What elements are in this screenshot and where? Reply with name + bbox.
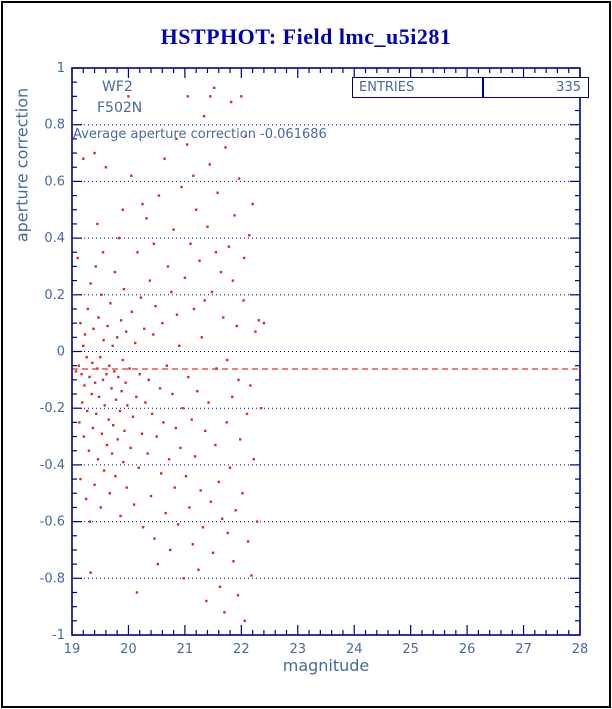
stats-entries-label: ENTRIES (359, 80, 415, 95)
svg-text:22: 22 (233, 642, 250, 657)
svg-text:23: 23 (290, 642, 307, 657)
svg-text:-0.2: -0.2 (40, 401, 65, 416)
svg-text:21: 21 (177, 642, 194, 657)
filter-label: F502N (97, 100, 143, 116)
svg-text:0: 0 (57, 345, 65, 360)
stats-box: ENTRIES 335 (352, 77, 589, 98)
x-tick-labels: 19 20 21 22 23 24 25 26 27 28 (64, 642, 589, 657)
svg-text:0.6: 0.6 (44, 174, 65, 189)
gridlines (72, 124, 580, 579)
svg-text:-0.8: -0.8 (40, 571, 65, 586)
stats-entries-value: 335 (556, 80, 581, 95)
svg-text:1: 1 (57, 61, 65, 76)
svg-text:0.2: 0.2 (44, 288, 65, 303)
y-axis-label: aperture correction (12, 87, 32, 243)
svg-text:-0.6: -0.6 (40, 515, 65, 530)
svg-text:-0.4: -0.4 (40, 458, 65, 473)
svg-text:-1: -1 (52, 628, 65, 643)
detector-label: WF2 (102, 79, 133, 95)
svg-text:25: 25 (402, 642, 419, 657)
svg-text:0.8: 0.8 (44, 118, 65, 133)
svg-text:0.4: 0.4 (44, 231, 65, 246)
svg-text:28: 28 (572, 642, 589, 657)
axis-ticks (71, 67, 581, 636)
scatter-points (74, 86, 266, 623)
svg-text:26: 26 (459, 642, 476, 657)
stats-box-divider (482, 78, 484, 97)
svg-text:27: 27 (515, 642, 532, 657)
svg-text:19: 19 (64, 642, 81, 657)
x-axis-label: magnitude (282, 656, 370, 675)
y-tick-labels: -1 -0.8 -0.6 -0.4 -0.2 0 0.2 0.4 0.6 0.8 1 (40, 61, 65, 643)
page-title: HSTPHOT: Field lmc_u5i281 (160, 24, 452, 49)
average-correction-annotation: Average aperture correction -0.061686 (73, 127, 327, 142)
svg-text:20: 20 (120, 642, 137, 657)
svg-text:24: 24 (346, 642, 363, 657)
